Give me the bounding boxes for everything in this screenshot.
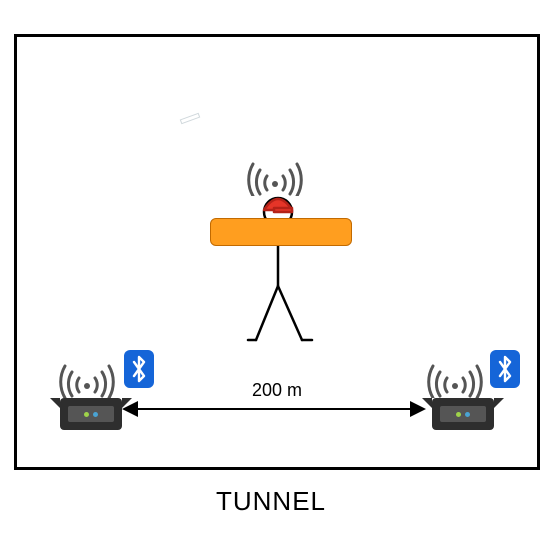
led-icon [84, 412, 89, 417]
beacon-right [432, 398, 494, 430]
led-icon [93, 412, 98, 417]
distance-label: 200 m [252, 380, 302, 401]
beacon-left-signal-icon [52, 348, 122, 398]
worker-figure [220, 190, 340, 350]
beacon-right-signal-icon [420, 348, 490, 398]
worker [220, 190, 340, 355]
beacon-body [432, 398, 494, 430]
distance-arrow-line [124, 408, 424, 410]
diagram-stage: 200 m [0, 0, 550, 550]
bluetooth-right-icon [490, 350, 520, 388]
worker-plank [210, 218, 352, 246]
beacon-body [60, 398, 122, 430]
bluetooth-left-icon [124, 350, 154, 388]
beacon-panel [440, 406, 486, 422]
beacon-panel [68, 406, 114, 422]
beacon-left [60, 398, 122, 430]
led-icon [465, 412, 470, 417]
worker-signal-icon [240, 146, 310, 196]
tunnel-caption: TUNNEL [216, 486, 326, 517]
led-icon [456, 412, 461, 417]
